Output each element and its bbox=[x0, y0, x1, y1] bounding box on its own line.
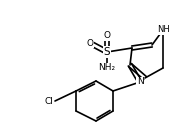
Text: NH₂: NH₂ bbox=[98, 64, 115, 72]
Text: O: O bbox=[104, 31, 111, 40]
Text: N: N bbox=[137, 77, 143, 87]
Text: NH: NH bbox=[157, 25, 169, 34]
Text: Cl: Cl bbox=[44, 96, 53, 105]
Text: S: S bbox=[104, 47, 110, 57]
Text: O: O bbox=[87, 38, 94, 47]
